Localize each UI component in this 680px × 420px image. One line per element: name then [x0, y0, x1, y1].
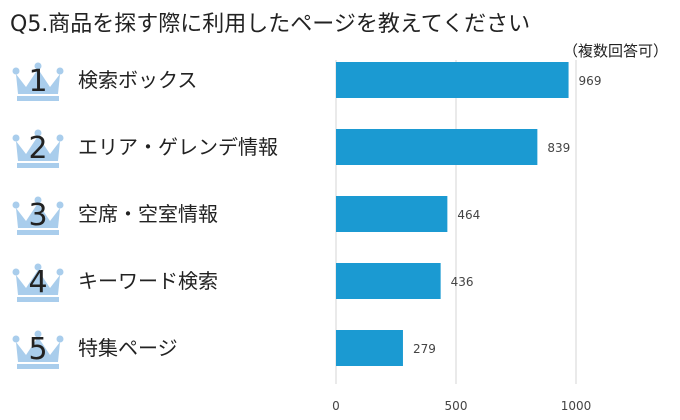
rank-number: 2 — [28, 131, 47, 166]
rank-number: 5 — [28, 332, 47, 367]
rank-number: 3 — [28, 198, 47, 233]
chart-note: （複数回答可） — [562, 42, 668, 60]
bar — [336, 62, 569, 98]
crown-icon — [12, 263, 64, 302]
value-label: 279 — [413, 342, 436, 356]
category-label: 特集ページ — [78, 336, 178, 360]
rank-number: 4 — [28, 265, 47, 300]
value-label: 464 — [457, 208, 480, 222]
rank-number: 1 — [28, 64, 47, 99]
bar — [336, 129, 538, 165]
category-label: 検索ボックス — [78, 68, 197, 92]
crown-icon — [12, 330, 64, 369]
bar — [336, 263, 441, 299]
bar — [336, 330, 403, 366]
value-label: 839 — [547, 141, 570, 155]
crown-icon — [12, 62, 64, 101]
x-tick-label-2: 1000 — [561, 399, 592, 413]
x-tick-label-1: 500 — [445, 399, 468, 413]
category-label: 空席・空室情報 — [78, 202, 218, 226]
crown-icon — [12, 196, 64, 235]
bar — [336, 196, 448, 232]
chart-title: Q5.商品を探す際に利用したページを教えてください — [10, 12, 531, 37]
category-label: エリア・ゲレンデ情報 — [78, 135, 278, 159]
value-label: 436 — [451, 275, 474, 289]
x-tick-label-0: 0 — [332, 399, 340, 413]
crown-icon — [12, 129, 64, 168]
value-label: 969 — [579, 74, 602, 88]
category-label: キーワード検索 — [78, 269, 218, 293]
